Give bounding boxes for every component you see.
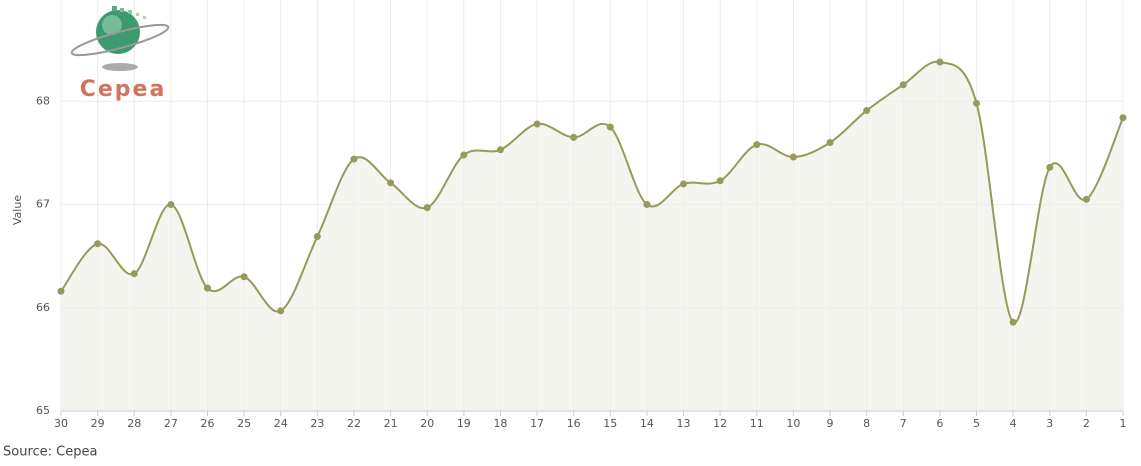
point bbox=[57, 287, 65, 295]
x-tick-label: 16 bbox=[567, 417, 581, 430]
x-tick-label: 22 bbox=[347, 417, 361, 430]
point bbox=[387, 179, 395, 187]
x-tick-label: 6 bbox=[936, 417, 943, 430]
point bbox=[1009, 318, 1017, 326]
x-tick-label: 23 bbox=[310, 417, 324, 430]
x-tick-label: 1 bbox=[1120, 417, 1127, 430]
y-axis-title: Value bbox=[11, 195, 24, 225]
x-tick-label: 21 bbox=[384, 417, 398, 430]
point bbox=[643, 201, 651, 208]
y-tick-label: 65 bbox=[36, 404, 50, 417]
point bbox=[570, 133, 578, 141]
x-tick-label: 8 bbox=[863, 417, 870, 430]
point bbox=[606, 123, 614, 131]
x-tick-label: 20 bbox=[420, 417, 434, 430]
source: Source: Cepea bbox=[3, 445, 97, 460]
x-tick-label: 15 bbox=[603, 417, 617, 430]
point bbox=[350, 155, 358, 163]
point bbox=[789, 153, 797, 161]
y-tick-label: 68 bbox=[36, 94, 50, 107]
logo: Cepea bbox=[70, 6, 170, 102]
point bbox=[277, 307, 285, 315]
x-tick-label: 5 bbox=[973, 417, 980, 430]
point bbox=[240, 273, 248, 281]
point bbox=[680, 180, 688, 188]
x-tick-label: 11 bbox=[750, 417, 764, 430]
logo-text: Cepea bbox=[80, 77, 167, 102]
point bbox=[1119, 114, 1127, 122]
point bbox=[1082, 195, 1090, 203]
point bbox=[899, 81, 907, 89]
x-tick-label: 13 bbox=[677, 417, 691, 430]
point bbox=[423, 204, 431, 212]
x-tick-label: 24 bbox=[274, 417, 288, 430]
area bbox=[61, 61, 1123, 411]
point bbox=[130, 270, 138, 278]
y-tick-label: 67 bbox=[36, 198, 50, 211]
point bbox=[167, 201, 175, 208]
x-tick-label: 26 bbox=[200, 417, 214, 430]
point bbox=[496, 146, 504, 154]
point bbox=[753, 141, 761, 149]
point bbox=[716, 177, 724, 185]
x-tick-label: 4 bbox=[1010, 417, 1017, 430]
x-tick-label: 27 bbox=[164, 417, 178, 430]
x-tick-label: 17 bbox=[530, 417, 544, 430]
x-tick-label: 30 bbox=[54, 417, 68, 430]
point bbox=[826, 139, 834, 147]
x-tick-label: 7 bbox=[900, 417, 907, 430]
x-tick-label: 14 bbox=[640, 417, 654, 430]
point bbox=[203, 284, 211, 292]
point bbox=[94, 240, 102, 248]
x-tick-label: 25 bbox=[237, 417, 251, 430]
point bbox=[460, 151, 468, 159]
point bbox=[936, 58, 944, 66]
point bbox=[863, 107, 871, 115]
point bbox=[973, 99, 981, 107]
x-tick-label: 29 bbox=[91, 417, 105, 430]
x-tick-label: 12 bbox=[713, 417, 727, 430]
x-tick-label: 3 bbox=[1046, 417, 1053, 430]
y-tick-label: 66 bbox=[36, 301, 50, 314]
x-tick-label: 9 bbox=[827, 417, 834, 430]
point bbox=[533, 120, 541, 128]
x-tick-label: 18 bbox=[493, 417, 507, 430]
x-tick-label: 28 bbox=[127, 417, 141, 430]
x-tick-label: 19 bbox=[457, 417, 471, 430]
point bbox=[1046, 163, 1054, 171]
x-tick-label: 2 bbox=[1083, 417, 1090, 430]
point bbox=[313, 233, 321, 241]
x-tick-label: 10 bbox=[786, 417, 800, 430]
